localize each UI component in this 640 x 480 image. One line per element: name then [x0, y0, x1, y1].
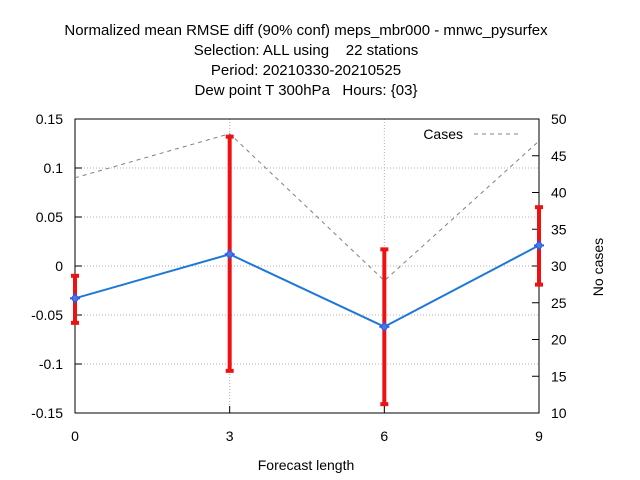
y-tick-label: 0.15: [36, 111, 63, 127]
y2-tick-label: 25: [551, 295, 567, 311]
legend: Cases: [423, 126, 522, 142]
y2-axis-label: No cases: [590, 238, 606, 296]
x-axis: 0 3 6 9: [71, 406, 543, 444]
y2-tick-label: 35: [551, 221, 567, 237]
chart-title: Normalized mean RMSE diff (90% conf) mep…: [64, 22, 548, 99]
data-point: [71, 294, 79, 302]
y2-tick-label: 20: [551, 332, 567, 348]
rmse-series: [70, 240, 544, 332]
y-tick-label: -0.15: [31, 405, 63, 421]
data-point: [535, 241, 543, 249]
cases-line: [74, 133, 540, 282]
y2-tick-label: 15: [551, 368, 567, 384]
title-line-1: Normalized mean RMSE diff (90% conf) mep…: [64, 22, 548, 39]
y2-tick-label: 30: [551, 258, 567, 274]
y-tick-label: -0.1: [39, 356, 63, 372]
left-axis: 0.15 0.1 0.05 0 -0.05 -0.1 -0.15: [31, 111, 82, 421]
cases-series: [74, 133, 540, 282]
x-tick-label: 6: [380, 428, 388, 444]
x-tick-label: 9: [535, 428, 543, 444]
y2-tick-label: 10: [551, 405, 567, 421]
y2-tick-label: 45: [551, 148, 567, 164]
data-point: [380, 323, 388, 331]
rmse-line: [74, 244, 540, 328]
title-line-2: Selection: ALL using 22 stations: [194, 42, 419, 59]
x-tick-label: 3: [226, 428, 234, 444]
y2-tick-label: 50: [551, 111, 567, 127]
legend-label-cases: Cases: [423, 126, 463, 142]
x-tick-label: 0: [71, 428, 79, 444]
y-tick-label: -0.05: [31, 307, 63, 323]
y-tick-label: 0.1: [44, 160, 64, 176]
title-line-3: Period: 20210330-20210525: [211, 62, 401, 79]
data-point: [226, 250, 234, 258]
y2-tick-label: 40: [551, 185, 567, 201]
y-tick-label: 0: [55, 258, 63, 274]
x-axis-label: Forecast length: [258, 457, 355, 473]
title-line-4: Dew point T 300hPa Hours: {03}: [195, 82, 418, 99]
grid: [75, 119, 539, 413]
y-tick-label: 0.05: [36, 209, 63, 225]
